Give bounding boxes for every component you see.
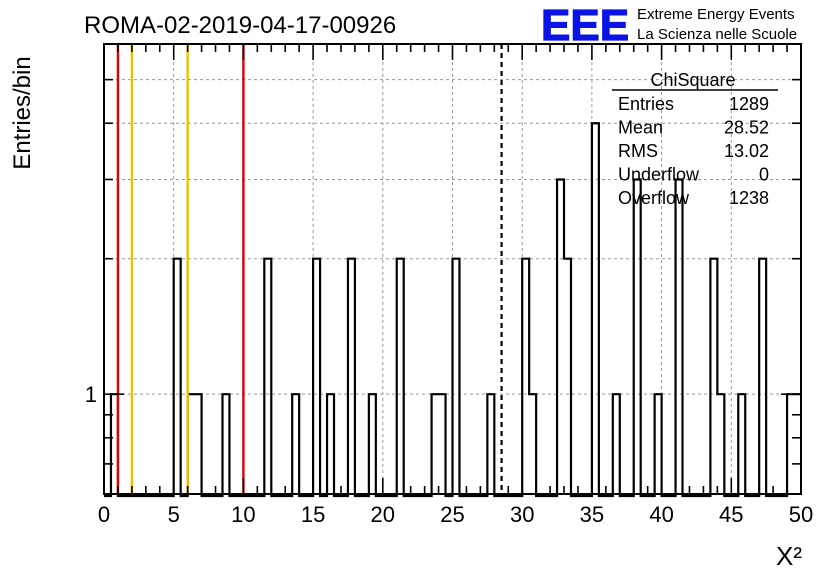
eee-logo-line1: Extreme Energy Events	[637, 6, 795, 23]
stats-row-value: 13.02	[724, 141, 769, 161]
x-tick-label: 10	[231, 502, 255, 527]
x-tick-label: 40	[649, 502, 673, 527]
x-tick-label: 45	[719, 502, 743, 527]
histogram-series	[104, 122, 801, 498]
stats-box: ChiSquare Entries 1289 Mean 28.52 RMS 13.02 Un…	[612, 70, 778, 208]
stats-row-value: 1289	[729, 94, 769, 114]
x-tick-label: 15	[301, 502, 325, 527]
stats-title: ChiSquare	[650, 70, 735, 90]
y-tick-label: 1	[85, 382, 97, 407]
x-tick-labels: 0 5 10 15 20 25 30 35 40 45 50	[98, 502, 813, 527]
run-title: ROMA-02-2019-04-17-00926	[84, 12, 396, 39]
stats-row-value: 28.52	[724, 118, 769, 138]
x-tick-label: 35	[580, 502, 604, 527]
stats-row-value: 1238	[729, 188, 769, 208]
eee-logo-line2: La Scienza nelle Scuole	[637, 26, 797, 43]
eee-logo-mark: EEE	[541, 1, 629, 50]
reference-lines	[116, 44, 503, 494]
x-axis-label: X²	[776, 541, 802, 571]
stats-row-label: Mean	[618, 118, 663, 138]
stats-row-value: 0	[759, 165, 769, 185]
x-tick-label: 25	[440, 502, 464, 527]
stats-row-label: Overflow	[618, 188, 690, 208]
x-tick-label: 0	[98, 502, 110, 527]
x-tick-label: 30	[510, 502, 534, 527]
x-tick-label: 20	[371, 502, 395, 527]
x-tick-label: 5	[168, 502, 180, 527]
axis-ticks	[103, 43, 802, 495]
eee-logo: EEE Extreme Energy Events La Scienza nel…	[540, 0, 797, 50]
stats-row-label: Underflow	[618, 165, 700, 185]
y-tick-labels: 1	[85, 382, 97, 407]
stats-row-label: Entries	[618, 94, 674, 114]
stats-row-label: RMS	[618, 141, 658, 161]
y-axis-label: Entries/bin	[9, 56, 36, 169]
histogram-outline	[104, 122, 801, 498]
x-tick-label: 50	[789, 502, 813, 527]
